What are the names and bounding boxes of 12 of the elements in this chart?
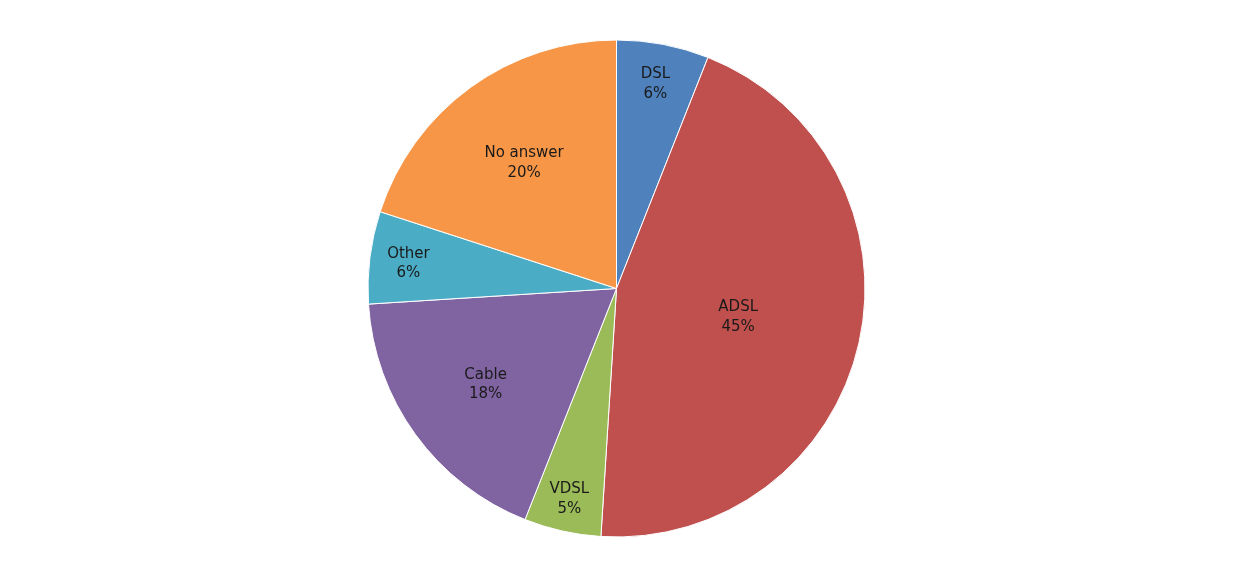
slice-label: DSL [640, 64, 671, 83]
slice-label: ADSL [718, 297, 759, 316]
slice-label: Cable [464, 364, 507, 383]
data-label: 45% [721, 316, 755, 335]
data-label: 6% [396, 263, 421, 282]
slice-label: Other [387, 243, 431, 262]
data-label: 6% [643, 83, 668, 102]
data-label: 20% [507, 162, 541, 181]
slice-label: VDSL [549, 479, 590, 498]
data-label: 18% [468, 384, 503, 403]
data-label: 5% [557, 498, 582, 517]
slice-label: No answer [484, 143, 565, 162]
